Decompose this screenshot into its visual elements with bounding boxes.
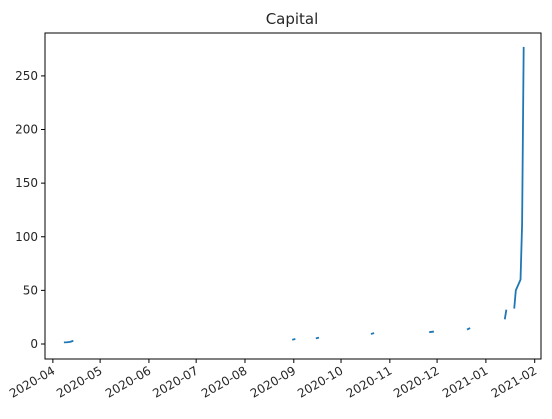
series-line-segment	[370, 332, 375, 335]
y-tick-label: 50	[23, 283, 38, 297]
y-axis: 0 50 100 150 200 250	[15, 69, 45, 351]
series-line-segment	[513, 46, 525, 309]
series-lines	[63, 46, 525, 344]
series-line-segment	[503, 309, 508, 320]
y-tick-label: 250	[15, 69, 38, 83]
series-line-segment	[292, 338, 296, 341]
chart-title: Capital	[266, 10, 319, 28]
series-line-segment	[466, 327, 471, 331]
axes-frame	[44, 32, 542, 360]
y-tick-label: 0	[30, 337, 38, 351]
y-tick-label: 150	[15, 176, 38, 190]
y-tick-label: 100	[15, 230, 38, 244]
y-tick-label: 200	[15, 123, 38, 137]
series-line-segment	[63, 339, 74, 344]
series-line-segment	[429, 330, 435, 334]
series-line-segment	[315, 336, 320, 340]
